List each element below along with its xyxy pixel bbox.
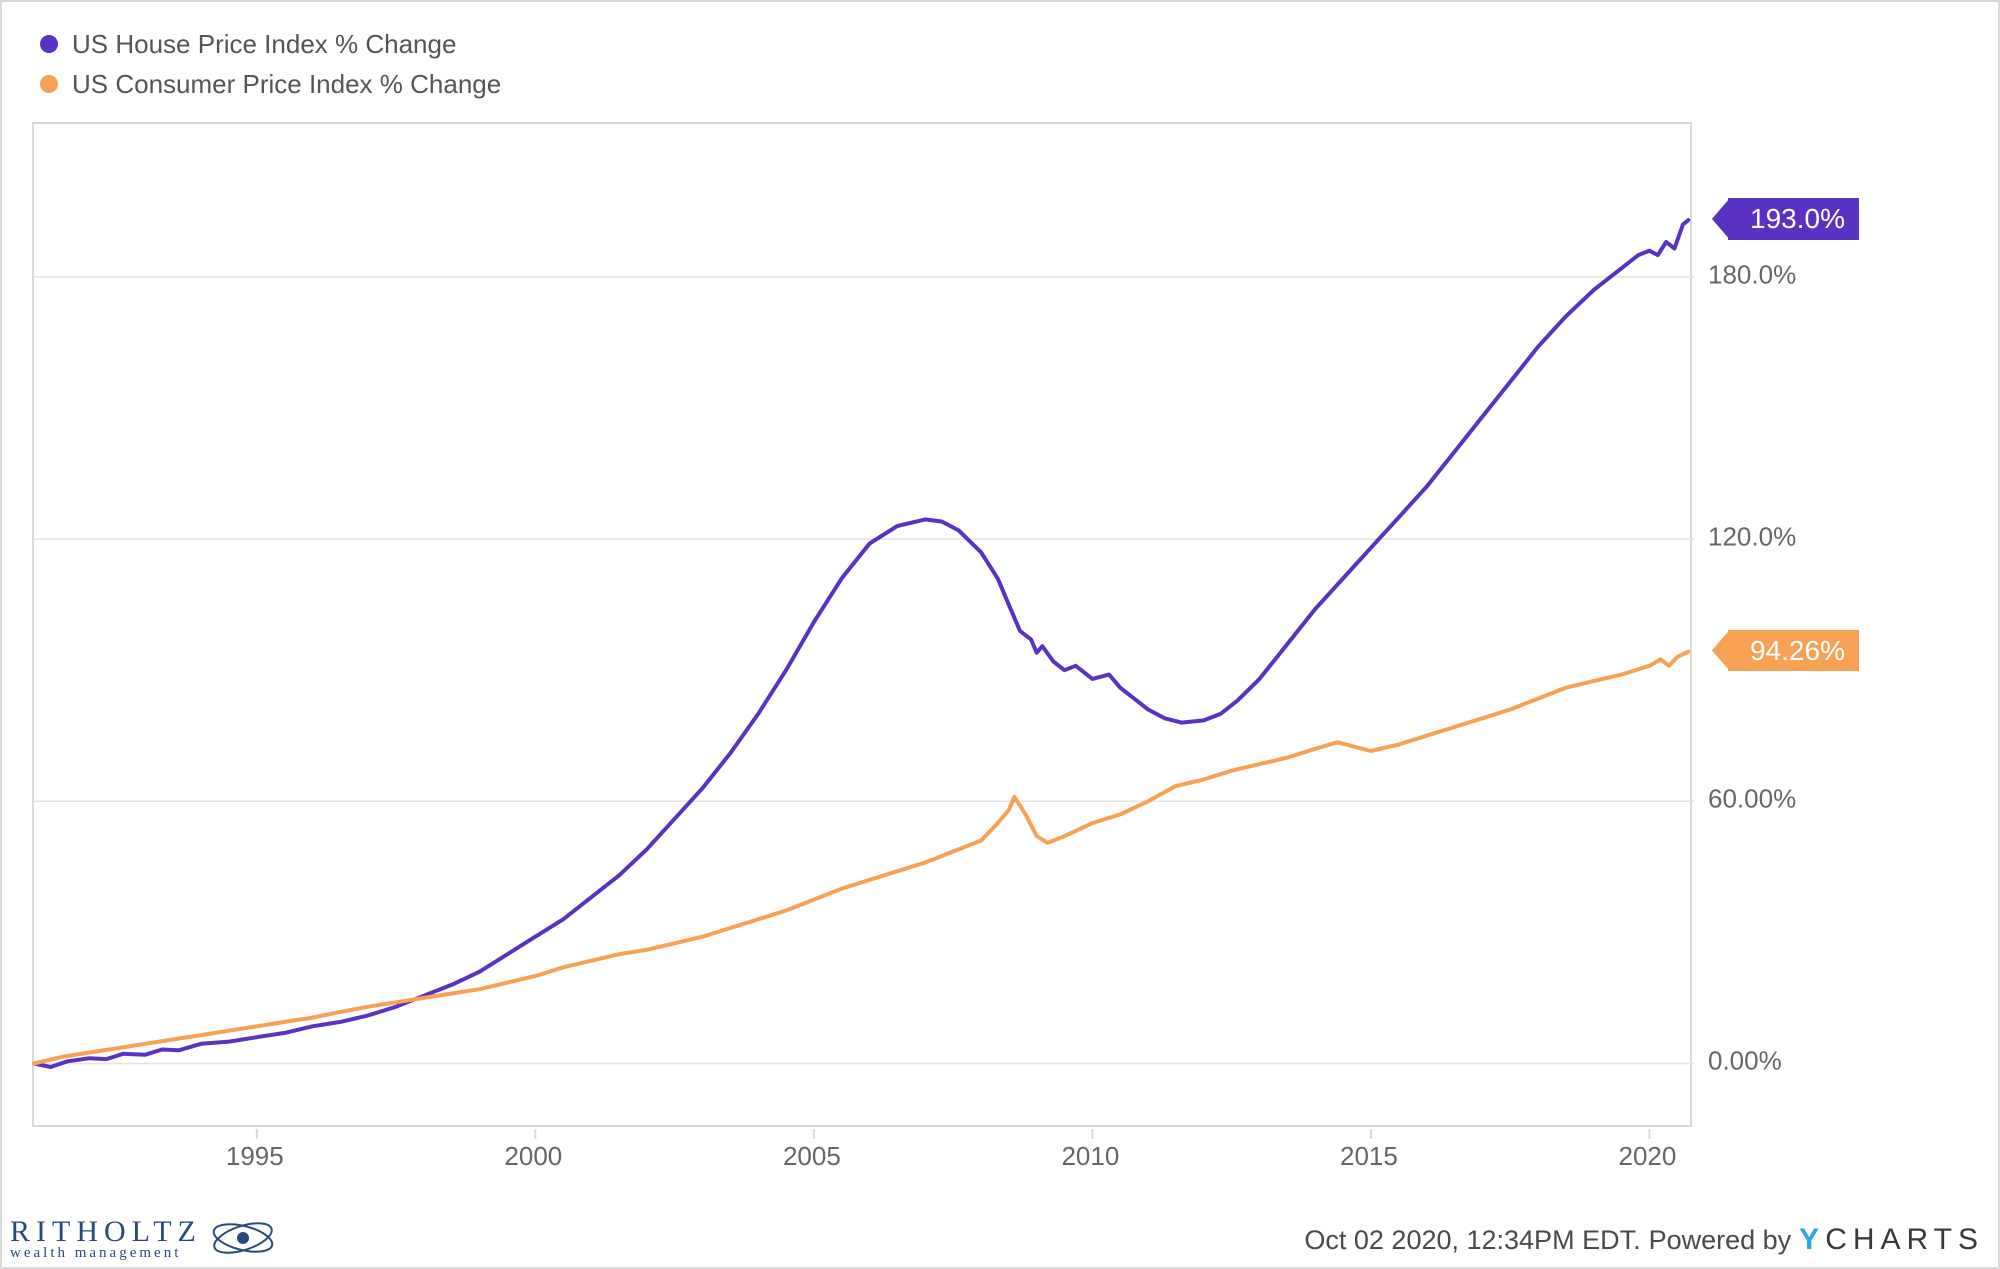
chart-timestamp: Oct 02 2020, 12:34PM EDT. <box>1304 1225 1640 1256</box>
legend-item: US House Price Index % Change <box>40 24 501 64</box>
plot-area <box>32 122 1692 1127</box>
footer-attribution: Oct 02 2020, 12:34PM EDT. Powered by YCH… <box>1304 1223 1984 1257</box>
legend-item: US Consumer Price Index % Change <box>40 64 501 104</box>
y-tick-label: 60.00% <box>1708 784 1796 815</box>
x-tick-label: 2010 <box>1061 1141 1119 1172</box>
legend-dot-icon <box>40 35 58 53</box>
brand-tagline: wealth management <box>10 1245 202 1262</box>
series-end-flag: 193.0% <box>1728 198 1859 240</box>
y-tick-label: 120.0% <box>1708 522 1796 553</box>
plot-svg <box>34 124 1694 1129</box>
powered-by-label: Powered by <box>1649 1225 1792 1256</box>
legend: US House Price Index % Change US Consumer… <box>40 24 501 104</box>
legend-dot-icon <box>40 75 58 93</box>
x-tick-label: 2000 <box>504 1141 562 1172</box>
attribution-logo: YCHARTS <box>1799 1223 1984 1257</box>
footer-brand: RITHOLTZ wealth management <box>10 1213 278 1263</box>
attribution-logo-text: CHARTS <box>1825 1223 1984 1256</box>
attribution-logo-prefix: Y <box>1799 1223 1825 1256</box>
chart-frame: US House Price Index % Change US Consumer… <box>0 0 2000 1269</box>
series-end-flag: 94.26% <box>1728 630 1859 672</box>
series-line <box>34 220 1688 1067</box>
legend-label: US Consumer Price Index % Change <box>72 69 501 100</box>
y-tick-label: 0.00% <box>1708 1046 1782 1077</box>
x-tick-label: 2005 <box>783 1141 841 1172</box>
series-line <box>34 652 1688 1064</box>
x-tick-label: 1995 <box>226 1141 284 1172</box>
brand-logo-icon <box>208 1213 278 1263</box>
y-tick-label: 180.0% <box>1708 259 1796 290</box>
x-tick-label: 2020 <box>1619 1141 1677 1172</box>
x-tick-label: 2015 <box>1340 1141 1398 1172</box>
legend-label: US House Price Index % Change <box>72 29 456 60</box>
brand-name: RITHOLTZ <box>10 1215 202 1249</box>
